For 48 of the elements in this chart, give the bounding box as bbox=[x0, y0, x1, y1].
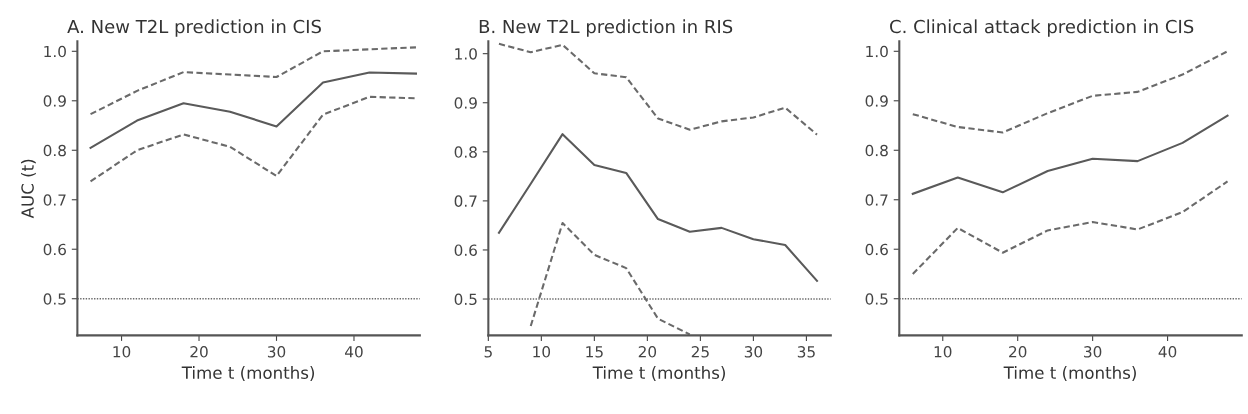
x-tick-label: 20 bbox=[1009, 346, 1027, 358]
line-series bbox=[89, 95, 418, 183]
x-tick-label: 35 bbox=[797, 346, 815, 358]
y-tick-label: 0.7 bbox=[43, 194, 66, 206]
x-tick-label: 30 bbox=[744, 346, 763, 358]
x-tick-label: 40 bbox=[345, 346, 363, 358]
y-tick-label: 0.9 bbox=[454, 97, 477, 109]
x-tick-label: 25 bbox=[691, 346, 709, 358]
x-axis-title: Time t (months) bbox=[592, 366, 725, 381]
y-tick-label: 0.8 bbox=[454, 146, 477, 158]
chart-title: B. New T2L prediction in RIS bbox=[479, 19, 733, 37]
x-tick-label: 20 bbox=[638, 346, 657, 358]
y-tick-label: 0.5 bbox=[865, 293, 888, 305]
line-series bbox=[911, 180, 1229, 276]
line-series bbox=[89, 71, 418, 149]
line-series bbox=[89, 46, 418, 116]
x-tick-label: 5 bbox=[484, 346, 492, 358]
y-tick-label: 0.9 bbox=[43, 95, 66, 107]
x-axis-title: Time t (months) bbox=[181, 366, 315, 381]
line-series bbox=[911, 114, 1229, 195]
y-tick-label: 0.6 bbox=[454, 244, 477, 256]
x-tick-label: 10 bbox=[533, 346, 551, 358]
y-tick-label: 0.6 bbox=[43, 243, 66, 256]
x-axis-title: Time t (months) bbox=[1003, 366, 1136, 381]
x-tick-label: 40 bbox=[1158, 346, 1177, 358]
y-tick-label: 0.8 bbox=[43, 144, 66, 157]
x-tick-label: 30 bbox=[267, 346, 286, 358]
y-tick-label: 1.0 bbox=[455, 48, 477, 60]
x-tick-label: 20 bbox=[190, 346, 208, 358]
y-axis-title: AUC (t) bbox=[21, 159, 36, 219]
y-tick-label: 0.6 bbox=[865, 243, 888, 256]
chart-title: A. New T2L prediction in CIS bbox=[67, 19, 321, 37]
y-tick-label: 0.5 bbox=[43, 293, 66, 305]
y-tick-label: 0.5 bbox=[454, 293, 477, 306]
line-series bbox=[497, 133, 819, 282]
y-tick-label: 1.0 bbox=[866, 45, 888, 58]
line-series bbox=[911, 50, 1229, 134]
y-tick-label: 0.9 bbox=[865, 95, 888, 107]
y-tick-label: 0.7 bbox=[865, 194, 888, 206]
x-tick-label: 10 bbox=[934, 346, 952, 358]
chart-title: C. Clinical attack prediction in CIS bbox=[890, 19, 1194, 37]
x-tick-label: 30 bbox=[1084, 346, 1102, 358]
x-tick-label: 10 bbox=[113, 346, 131, 358]
y-tick-label: 0.7 bbox=[454, 195, 477, 207]
x-tick-label: 15 bbox=[586, 346, 603, 358]
y-tick-label: 1.0 bbox=[44, 45, 66, 58]
y-tick-label: 0.8 bbox=[865, 144, 888, 157]
line-series bbox=[497, 42, 819, 136]
